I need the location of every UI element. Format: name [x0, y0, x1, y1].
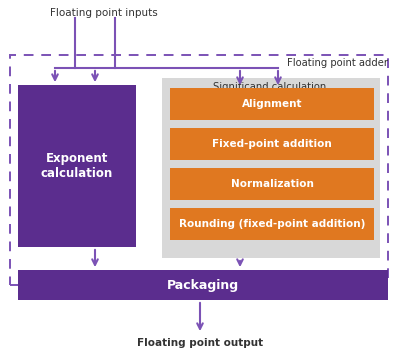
- Text: Fixed-point addition: Fixed-point addition: [212, 139, 332, 149]
- Bar: [10, 55, 388, 285]
- Text: Floating point inputs: Floating point inputs: [50, 8, 158, 18]
- Bar: [170, 168, 374, 200]
- Bar: [170, 208, 374, 240]
- Text: Packaging: Packaging: [167, 279, 239, 291]
- Bar: [18, 270, 388, 300]
- Bar: [170, 128, 374, 160]
- Bar: [162, 78, 380, 258]
- Bar: [18, 85, 136, 247]
- Text: Alignment: Alignment: [242, 99, 302, 109]
- Bar: [170, 88, 374, 120]
- Text: Significand calculation: Significand calculation: [213, 82, 327, 92]
- Text: Floating point adder: Floating point adder: [287, 58, 388, 68]
- Text: Rounding (fixed-point addition): Rounding (fixed-point addition): [179, 219, 365, 229]
- Text: Floating point output: Floating point output: [137, 338, 263, 348]
- Text: Exponent
calculation: Exponent calculation: [41, 152, 113, 180]
- Text: Normalization: Normalization: [230, 179, 314, 189]
